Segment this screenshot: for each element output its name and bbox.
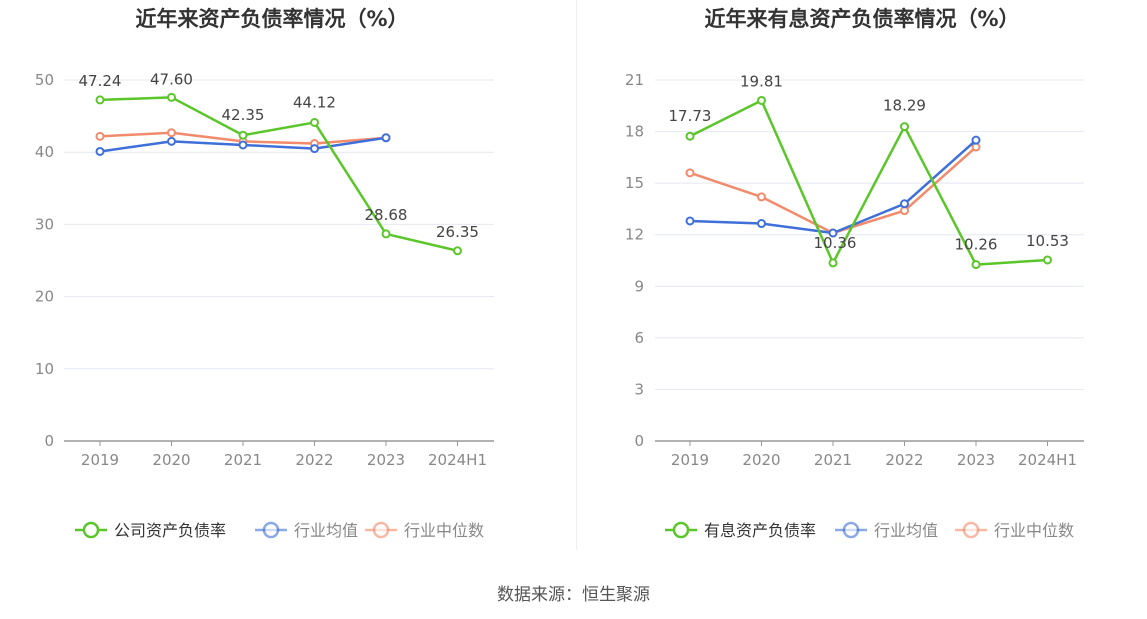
y-tick-label: 15 [625,174,644,192]
x-tick-label: 2023 [957,451,995,469]
data-point [95,131,105,141]
data-label: 10.53 [1026,232,1069,250]
legend-swatch-marker [372,521,390,539]
x-tick-label: 2020 [742,451,780,469]
data-point [167,92,176,102]
y-tick-label: 6 [634,329,644,347]
x-tick-label: 2020 [152,451,190,469]
data-point [453,246,462,256]
data-point [95,146,105,156]
y-tick-label: 21 [625,71,644,89]
y-tick-label: 10 [35,360,54,378]
legend-label: 公司资产负债率 [114,521,226,540]
legend-swatch-marker [962,521,980,539]
data-label: 10.36 [814,234,857,252]
data-point [757,192,766,202]
data-label: 10.26 [955,236,998,254]
data-label: 42.35 [222,106,265,124]
data-point [310,144,319,154]
data-point [381,133,391,143]
data-point [685,216,695,226]
x-tick-label: 2019 [81,451,119,469]
legend-label: 行业中位数 [994,521,1074,540]
data-point [828,228,838,238]
data-point [238,130,248,140]
chart-title: 近年来资产负债率情况（%） [135,7,408,31]
y-tick-label: 0 [634,432,644,450]
y-tick-label: 20 [35,288,54,306]
data-point [685,131,695,141]
x-tick-label: 2023 [367,451,405,469]
legend-label: 行业中位数 [404,521,484,540]
legend-swatch-marker [82,521,100,539]
y-tick-label: 18 [625,123,644,141]
x-tick-label: 2024H1 [1018,451,1077,469]
data-point [167,128,176,138]
data-point [685,168,695,178]
y-tick-label: 40 [35,143,54,161]
x-tick-label: 2024H1 [428,451,487,469]
data-point [971,135,981,145]
chart-title: 近年来有息资产负债率情况（%） [704,7,1019,31]
data-point [1043,255,1052,265]
legend-swatch-marker [262,521,280,539]
data-point [95,95,105,105]
y-tick-label: 30 [35,215,54,233]
data-label: 19.81 [740,72,783,90]
data-point [900,199,909,209]
data-label: 47.24 [79,72,122,90]
y-tick-label: 0 [44,432,54,450]
data-point [900,122,909,132]
panel-divider [576,0,577,550]
data-point [310,117,319,127]
data-point [167,136,176,146]
data-label: 44.12 [293,93,336,111]
series-line [689,99,1048,266]
data-source-note: 数据来源：恒生聚源 [497,585,650,605]
x-tick-label: 2019 [671,451,709,469]
series-line [99,96,458,252]
y-tick-label: 9 [634,277,644,295]
x-tick-label: 2021 [224,451,262,469]
y-tick-label: 3 [634,380,644,398]
x-tick-label: 2021 [814,451,852,469]
data-label: 28.68 [365,206,408,224]
data-label: 17.73 [669,107,712,125]
data-label: 18.29 [883,97,926,115]
data-point [828,258,838,268]
data-point [757,95,766,105]
legend-label: 行业均值 [294,521,358,540]
data-point [757,219,766,229]
series-line [689,146,977,235]
legend-swatch-marker [672,521,690,539]
legend-label: 有息资产负债率 [704,521,816,540]
legend-swatch-marker [842,521,860,539]
y-tick-label: 50 [35,71,54,89]
x-tick-label: 2022 [885,451,923,469]
y-tick-label: 12 [625,226,644,244]
data-label: 47.60 [150,70,193,88]
data-point [971,260,981,270]
data-point [238,140,248,150]
legend-label: 行业均值 [874,521,938,540]
x-tick-label: 2022 [295,451,333,469]
data-point [381,229,391,239]
data-label: 26.35 [436,223,479,241]
